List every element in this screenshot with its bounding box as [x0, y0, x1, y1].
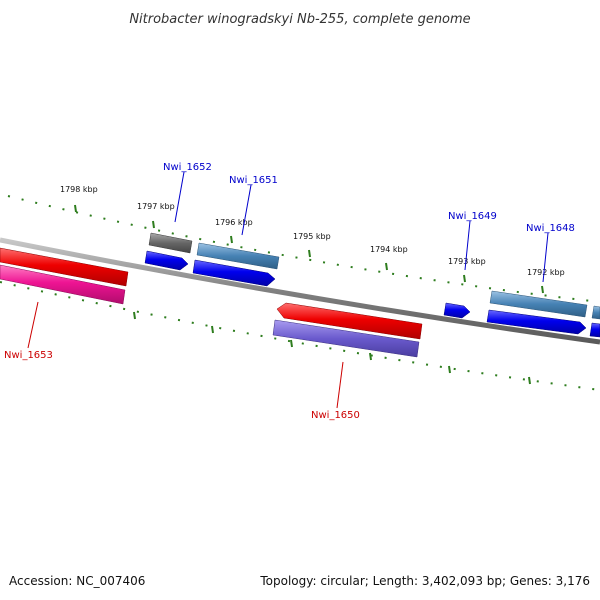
major-tick: [74, 204, 77, 213]
cds-arrow-blue[interactable]: [192, 259, 276, 287]
tick-label: 1793 kbp: [448, 257, 486, 266]
tick-label: 1792 kbp: [527, 268, 565, 277]
major-tick: [152, 220, 155, 229]
gene-label[interactable]: Nwi_1649: [448, 211, 497, 222]
major-ticks: [74, 204, 544, 385]
tick-label: 1798 kbp: [60, 185, 98, 194]
label-leader-nwi-1648: [542, 232, 549, 283]
major-tick: [133, 311, 136, 320]
major-tick: [541, 285, 544, 294]
cds-arrow-blue[interactable]: [486, 309, 587, 335]
cds-arrow-blue[interactable]: [589, 322, 600, 338]
label-leader-nwi-1649: [464, 220, 471, 271]
major-tick: [308, 249, 311, 258]
genome-backbone: [0, 237, 600, 345]
tick-label: 1795 kbp: [293, 232, 331, 241]
cds-feature-purple[interactable]: [272, 319, 420, 358]
label-leader-nwi-1651: [241, 184, 252, 236]
map-title: Nitrobacter winogradskyi Nb-255, complet…: [129, 12, 470, 27]
cds-arrow-red[interactable]: [276, 302, 423, 340]
cds-feature-steelblue[interactable]: [591, 305, 600, 320]
accession-label: Accession: NC_007406: [9, 574, 146, 588]
cds-arrow-blue[interactable]: [144, 250, 189, 271]
gene-label[interactable]: Nwi_1648: [526, 223, 575, 234]
cds-arrow-red[interactable]: [0, 247, 129, 287]
gene-label[interactable]: Nwi_1653: [4, 350, 53, 361]
label-leader-nwi-1650: [336, 361, 344, 409]
genome-summary: Topology: circular; Length: 3,402,093 bp…: [260, 574, 590, 588]
major-tick: [528, 376, 531, 385]
cds-feature-steelblue[interactable]: [196, 242, 280, 270]
forward-strand-arrows: [144, 250, 600, 338]
major-tick: [369, 352, 372, 361]
major-tick: [448, 365, 451, 374]
reverse-strand-features: [0, 247, 423, 358]
cds-feature-gray[interactable]: [148, 232, 193, 254]
major-tick: [290, 339, 293, 348]
tick-label: 1796 kbp: [215, 218, 253, 227]
cds-feature-steelblue[interactable]: [489, 290, 588, 318]
label-leader-nwi-1653: [27, 301, 39, 349]
reverse-tick-ruler: [0, 281, 600, 391]
forward-strand-features: [148, 232, 600, 320]
cds-feature-pink[interactable]: [0, 264, 126, 305]
major-tick: [211, 325, 214, 334]
cds-arrow-blue[interactable]: [443, 302, 471, 319]
gene-label[interactable]: Nwi_1650: [311, 410, 360, 421]
major-tick: [230, 235, 233, 244]
forward-tick-ruler: [7, 195, 600, 303]
major-tick: [463, 274, 466, 283]
gene-label[interactable]: Nwi_1651: [229, 175, 278, 186]
tick-label: 1797 kbp: [137, 202, 175, 211]
major-tick: [385, 262, 388, 271]
gene-label[interactable]: Nwi_1652: [163, 162, 212, 173]
tick-label: 1794 kbp: [370, 245, 408, 254]
label-leader-nwi-1652: [174, 171, 185, 223]
